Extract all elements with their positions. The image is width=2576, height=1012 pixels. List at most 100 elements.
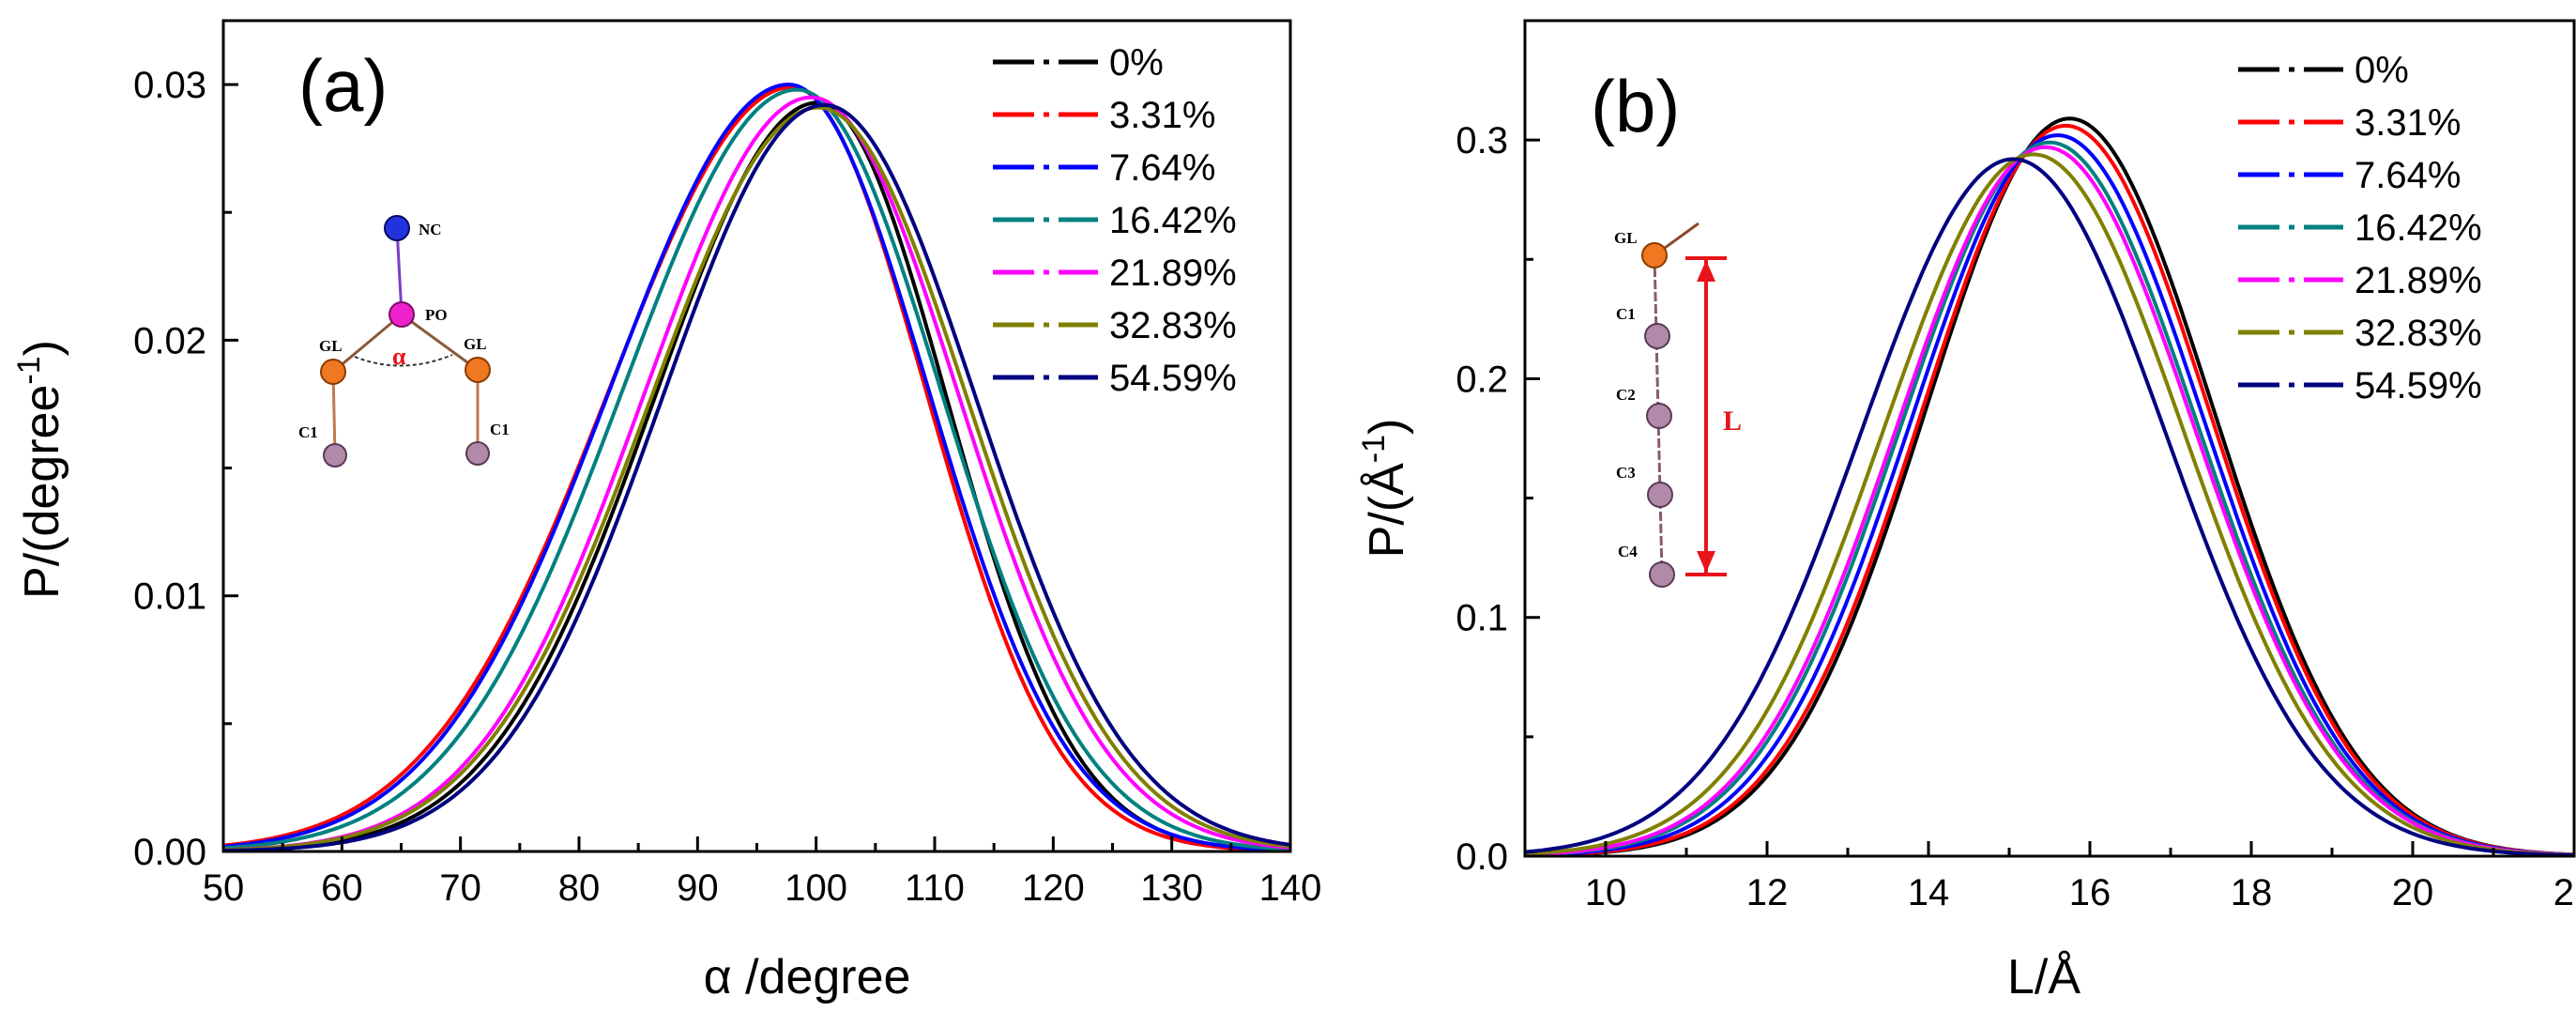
panel-b-x-tick-label: 22 (2553, 872, 2576, 913)
panel-b-legend-label: 54.59% (2355, 365, 2482, 406)
length-arrow-head-top (1697, 260, 1715, 282)
atom-c1-right (465, 441, 490, 466)
panel-a-series-line (222, 95, 1291, 852)
panel-a-inset-molecule: NC PO GL GL C1 C1 α (298, 215, 510, 468)
panel-a-legend-label: 16.42% (1109, 200, 1237, 241)
panel-a-curves (222, 83, 1291, 853)
panel-b-legend-label: 16.42% (2355, 207, 2482, 249)
panel-a-ticks: 50 60 70 80 90 100 110 120 130 140 0.00 0.01 0.02 0.0… (133, 65, 1321, 909)
panel-a-legend-label: 3.31% (1109, 95, 1215, 136)
inset-label-c1-left: C1 (298, 423, 318, 441)
bond-gl-c1-left (331, 371, 337, 456)
panel-a-legend-label: 54.59% (1109, 358, 1237, 399)
panel-b-x-tick-label: 20 (2392, 872, 2434, 913)
panel-a-y-tick-label: 0.01 (133, 576, 206, 618)
inset-label-gl-right: GL (464, 335, 487, 353)
atom-nc (384, 215, 410, 241)
panel-a-series-line (222, 87, 1291, 851)
panel-b-x-axis-title: L/Å (2007, 950, 2081, 1004)
inset-label-c1: C1 (1616, 305, 1636, 323)
panel-a-x-tick-label: 80 (558, 867, 601, 909)
panel-b-x-tick-label: 18 (2231, 872, 2273, 913)
panel-a-y-tick-label: 0.02 (133, 320, 206, 361)
panel-a-legend-label: 7.64% (1109, 147, 1215, 189)
inset-label-c2: C2 (1616, 386, 1636, 404)
panel-b-series-line (1524, 133, 2575, 857)
panel-a-x-tick-label: 50 (203, 867, 245, 909)
atom-c1-left (323, 443, 347, 468)
length-arrow-head-bottom (1697, 551, 1715, 573)
panel-a-series-line (222, 105, 1291, 852)
panel-b-legend-label: 32.83% (2355, 313, 2482, 354)
panel-a-x-tick-label: 130 (1140, 867, 1203, 909)
panel-b-y-tick-label: 0.3 (1456, 120, 1508, 161)
panel-b-legend-label: 0% (2355, 50, 2409, 91)
panel-b-x-tick-label: 14 (1908, 872, 1950, 913)
inset-label-nc: NC (419, 221, 442, 238)
inset-label-c4: C4 (1618, 543, 1638, 560)
inset-angle-label: α (392, 343, 406, 370)
panel-b-x-tick-label: 10 (1585, 872, 1627, 913)
panel-a-x-tick-label: 100 (785, 867, 847, 909)
panel-a-x-tick-label: 120 (1022, 867, 1085, 909)
panel-b-label: (b) (1591, 65, 1680, 147)
panel-a-x-tick-label: 110 (905, 867, 965, 909)
atom-c3 (1647, 482, 1673, 508)
inset-label-gl-left: GL (319, 337, 343, 355)
panel-b-y-tick-label: 0.2 (1456, 359, 1508, 400)
panel-a-label: (a) (298, 44, 388, 127)
atom-c2 (1646, 403, 1672, 429)
panel-a-x-tick-label: 60 (321, 867, 363, 909)
atom-c1 (1644, 323, 1670, 349)
inset-label-gl: GL (1614, 229, 1638, 247)
inset-label-c1-right: C1 (490, 421, 510, 438)
panel-a-y-axis-title: P/(degree-1) (11, 340, 69, 599)
panel-b-y-axis-title: P/(Å-1) (1356, 419, 1414, 559)
inset-label-c3: C3 (1616, 464, 1636, 482)
panel-b-series-line (1524, 145, 2575, 857)
panel-b-ticks: 10 12 14 16 18 20 22 0.0 0.1 0.2 0.3 (1456, 19, 2576, 913)
panel-b-legend-label: 7.64% (2355, 155, 2461, 196)
panel-a-legend: 0% 3.31% 7.64% 16.42% 21.89% 32.83% 54.59% (993, 42, 1237, 399)
panel-a-y-tick-label: 0.03 (133, 65, 206, 106)
panel-a-series-line (222, 102, 1291, 853)
panel-a-x-tick-label: 90 (677, 867, 719, 909)
panel-a-chart: 50 60 70 80 90 100 110 120 130 140 0.00 0.01 0.02 0.0… (11, 19, 1321, 1004)
panel-a-legend-label: 32.83% (1109, 305, 1237, 346)
inset-label-po: PO (425, 306, 448, 324)
panel-b-legend: 0% 3.31% 7.64% 16.42% 21.89% 32.83% 54.59% (2238, 50, 2482, 406)
panel-b-legend-label: 3.31% (2355, 102, 2461, 144)
panel-b-y-tick-label: 0.1 (1456, 598, 1508, 639)
panel-b-x-tick-label: 12 (1746, 872, 1789, 913)
panel-a-x-axis-title: α /degree (704, 950, 911, 1004)
bond-nc-po (395, 227, 404, 315)
panel-b-series-line (1524, 157, 2574, 858)
panel-b-y-tick-label: 0.0 (1456, 836, 1508, 878)
panel-a-legend-label: 0% (1109, 42, 1164, 84)
bond-po-gl-right (401, 313, 479, 372)
bond-po-gl-left (332, 313, 403, 374)
panel-a-legend-label: 21.89% (1109, 253, 1237, 294)
atom-gl-left (320, 359, 346, 385)
panel-b-legend-label: 21.89% (2355, 260, 2482, 301)
panel-b-plot-frame (1523, 19, 2576, 858)
panel-b-series-line (1524, 152, 2575, 857)
panel-b-curves (1524, 116, 2575, 858)
panel-b-inset-molecule: GL C1 C2 C3 C4 L (1614, 222, 1742, 588)
atom-c4 (1649, 561, 1675, 588)
panel-b-x-tick-label: 16 (2069, 872, 2111, 913)
panel-b-series-line (1524, 123, 2575, 858)
panel-b-chart: 10 12 14 16 18 20 22 0.0 0.1 0.2 0.3 (b) L/Å P/(Å-… (1356, 19, 2576, 1004)
panel-a-x-tick-label: 140 (1259, 867, 1322, 909)
atom-gl-right (465, 357, 491, 383)
atom-po (389, 301, 415, 328)
panel-a-series-line (222, 83, 1291, 852)
panel-a-y-tick-label: 0.00 (133, 832, 206, 873)
panel-a-series-line (222, 84, 1291, 853)
angle-arc (354, 354, 453, 367)
atom-gl (1641, 242, 1668, 268)
inset-length-label: L (1723, 406, 1742, 437)
panel-a-x-tick-label: 70 (439, 867, 481, 909)
